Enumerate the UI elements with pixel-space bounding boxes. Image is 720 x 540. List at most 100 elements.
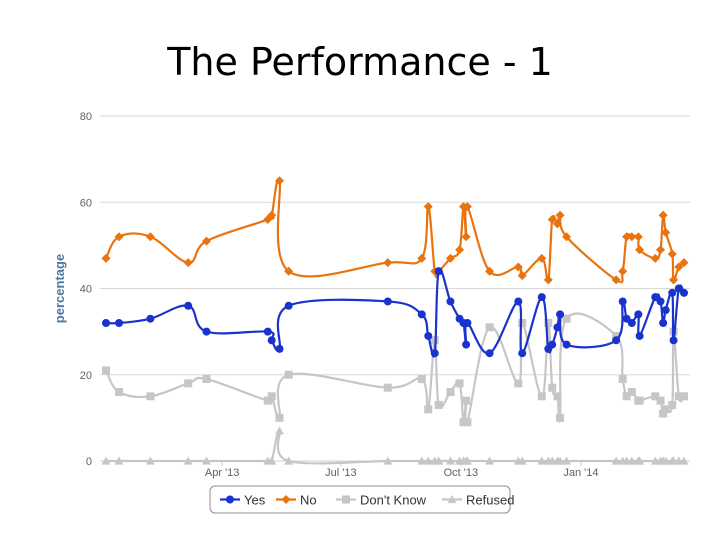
legend-item-yes[interactable]: Yes bbox=[220, 493, 266, 508]
data-point-yes-13 bbox=[434, 267, 443, 276]
data-point-yes-25 bbox=[553, 323, 562, 332]
data-point-no-3 bbox=[183, 258, 193, 268]
data-point-no-39 bbox=[669, 275, 679, 285]
data-point-refused-4 bbox=[201, 456, 211, 465]
data-point-no-4 bbox=[201, 236, 211, 246]
data-point-don-t-know-19 bbox=[485, 323, 494, 332]
data-point-don-t-know-31 bbox=[627, 388, 636, 396]
data-point-no-20 bbox=[513, 262, 523, 272]
data-point-yes-5 bbox=[263, 327, 272, 336]
data-point-refused-28 bbox=[611, 456, 621, 465]
data-point-no-7 bbox=[275, 176, 285, 186]
data-point-refused-7 bbox=[275, 426, 285, 435]
legend-item-refused[interactable]: Refused bbox=[442, 493, 514, 508]
legend-marker-don-t-know bbox=[342, 495, 350, 504]
y-tick-label-80: 80 bbox=[80, 111, 92, 123]
data-point-yes-26 bbox=[556, 310, 565, 319]
data-point-no-9 bbox=[383, 258, 393, 268]
data-point-don-t-know-21 bbox=[518, 319, 527, 327]
legend-marker-yes bbox=[226, 495, 234, 504]
series-no bbox=[101, 176, 689, 285]
data-point-refused-6 bbox=[267, 456, 277, 465]
data-point-don-t-know-35 bbox=[656, 396, 665, 405]
data-point-no-26 bbox=[555, 210, 565, 220]
data-point-no-2 bbox=[145, 232, 155, 242]
data-point-don-t-know-22 bbox=[537, 392, 546, 401]
data-point-don-t-know-29 bbox=[618, 375, 627, 384]
data-point-don-t-know-33 bbox=[635, 396, 644, 405]
data-point-no-1 bbox=[114, 232, 124, 242]
data-point-don-t-know-34 bbox=[651, 392, 660, 401]
data-point-don-t-know-13 bbox=[434, 400, 443, 409]
y-tick-label-0: 0 bbox=[86, 456, 92, 468]
legend-item-don-t-know[interactable]: Don't Know bbox=[336, 493, 427, 508]
data-point-refused-10 bbox=[417, 456, 427, 465]
data-point-refused-2 bbox=[145, 456, 155, 465]
data-point-don-t-know-11 bbox=[424, 405, 433, 414]
legend-item-no[interactable]: No bbox=[276, 493, 317, 508]
data-point-no-41 bbox=[679, 258, 689, 268]
data-point-no-29 bbox=[618, 266, 628, 276]
data-point-yes-39 bbox=[669, 336, 678, 345]
data-point-refused-33 bbox=[635, 456, 645, 465]
data-point-yes-7 bbox=[275, 344, 284, 353]
data-point-yes-14 bbox=[446, 297, 455, 306]
data-point-yes-28 bbox=[612, 336, 621, 345]
data-point-yes-33 bbox=[635, 331, 644, 340]
data-point-yes-19 bbox=[485, 349, 494, 358]
data-point-don-t-know-23 bbox=[544, 319, 553, 327]
data-point-no-8 bbox=[284, 266, 294, 276]
data-point-yes-37 bbox=[661, 306, 670, 315]
y-tick-label-60: 60 bbox=[80, 197, 92, 209]
data-point-no-0 bbox=[101, 253, 111, 263]
data-point-don-t-know-14 bbox=[446, 388, 455, 396]
data-point-refused-11 bbox=[423, 456, 433, 465]
data-point-don-t-know-20 bbox=[514, 379, 523, 388]
data-point-no-34 bbox=[650, 253, 660, 263]
data-point-yes-4 bbox=[202, 327, 211, 336]
data-point-yes-36 bbox=[659, 319, 668, 327]
data-point-don-t-know-41 bbox=[680, 392, 688, 401]
data-point-yes-17 bbox=[462, 340, 471, 349]
data-point-don-t-know-37 bbox=[661, 405, 670, 414]
data-point-no-17 bbox=[461, 232, 471, 242]
data-point-no-10 bbox=[417, 253, 427, 263]
data-point-don-t-know-15 bbox=[455, 379, 464, 388]
data-point-yes-31 bbox=[627, 319, 636, 327]
series-refused bbox=[101, 426, 689, 465]
x-tick-label-3: Jan '14 bbox=[563, 467, 598, 479]
data-point-don-t-know-4 bbox=[202, 375, 211, 384]
data-point-refused-9 bbox=[383, 456, 393, 465]
data-point-don-t-know-10 bbox=[417, 375, 426, 384]
series-line-refused bbox=[106, 429, 684, 465]
data-point-no-30 bbox=[622, 232, 632, 242]
series-line-yes bbox=[105, 268, 685, 358]
chart-legend: Yes No Don't Know Refused bbox=[209, 485, 514, 514]
series-don-t-know bbox=[102, 312, 688, 427]
data-point-no-6 bbox=[267, 210, 277, 220]
data-point-yes-29 bbox=[618, 297, 627, 306]
data-point-don-t-know-1 bbox=[115, 388, 124, 396]
data-point-refused-13 bbox=[434, 456, 444, 465]
data-point-refused-8 bbox=[284, 456, 294, 465]
data-point-don-t-know-18 bbox=[463, 418, 472, 427]
data-point-don-t-know-24 bbox=[548, 383, 557, 392]
data-point-don-t-know-28 bbox=[612, 331, 621, 340]
data-point-no-33 bbox=[635, 245, 645, 255]
x-tick-label-1: Jul '13 bbox=[325, 467, 356, 479]
chart-grid bbox=[100, 115, 690, 462]
legend-marker-refused bbox=[447, 495, 457, 504]
data-point-don-t-know-40 bbox=[674, 392, 683, 401]
legend-box bbox=[209, 485, 511, 514]
data-point-don-t-know-27 bbox=[562, 314, 571, 323]
data-point-no-18 bbox=[462, 202, 472, 212]
data-point-don-t-know-17 bbox=[462, 396, 471, 405]
data-point-no-38 bbox=[667, 249, 677, 259]
legend-label-yes: Yes bbox=[244, 493, 266, 508]
data-point-refused-18 bbox=[462, 456, 472, 465]
data-point-don-t-know-5 bbox=[263, 396, 272, 405]
data-point-no-31 bbox=[627, 232, 637, 242]
y-axis-title: percentage bbox=[52, 254, 67, 323]
data-point-yes-35 bbox=[656, 297, 665, 306]
